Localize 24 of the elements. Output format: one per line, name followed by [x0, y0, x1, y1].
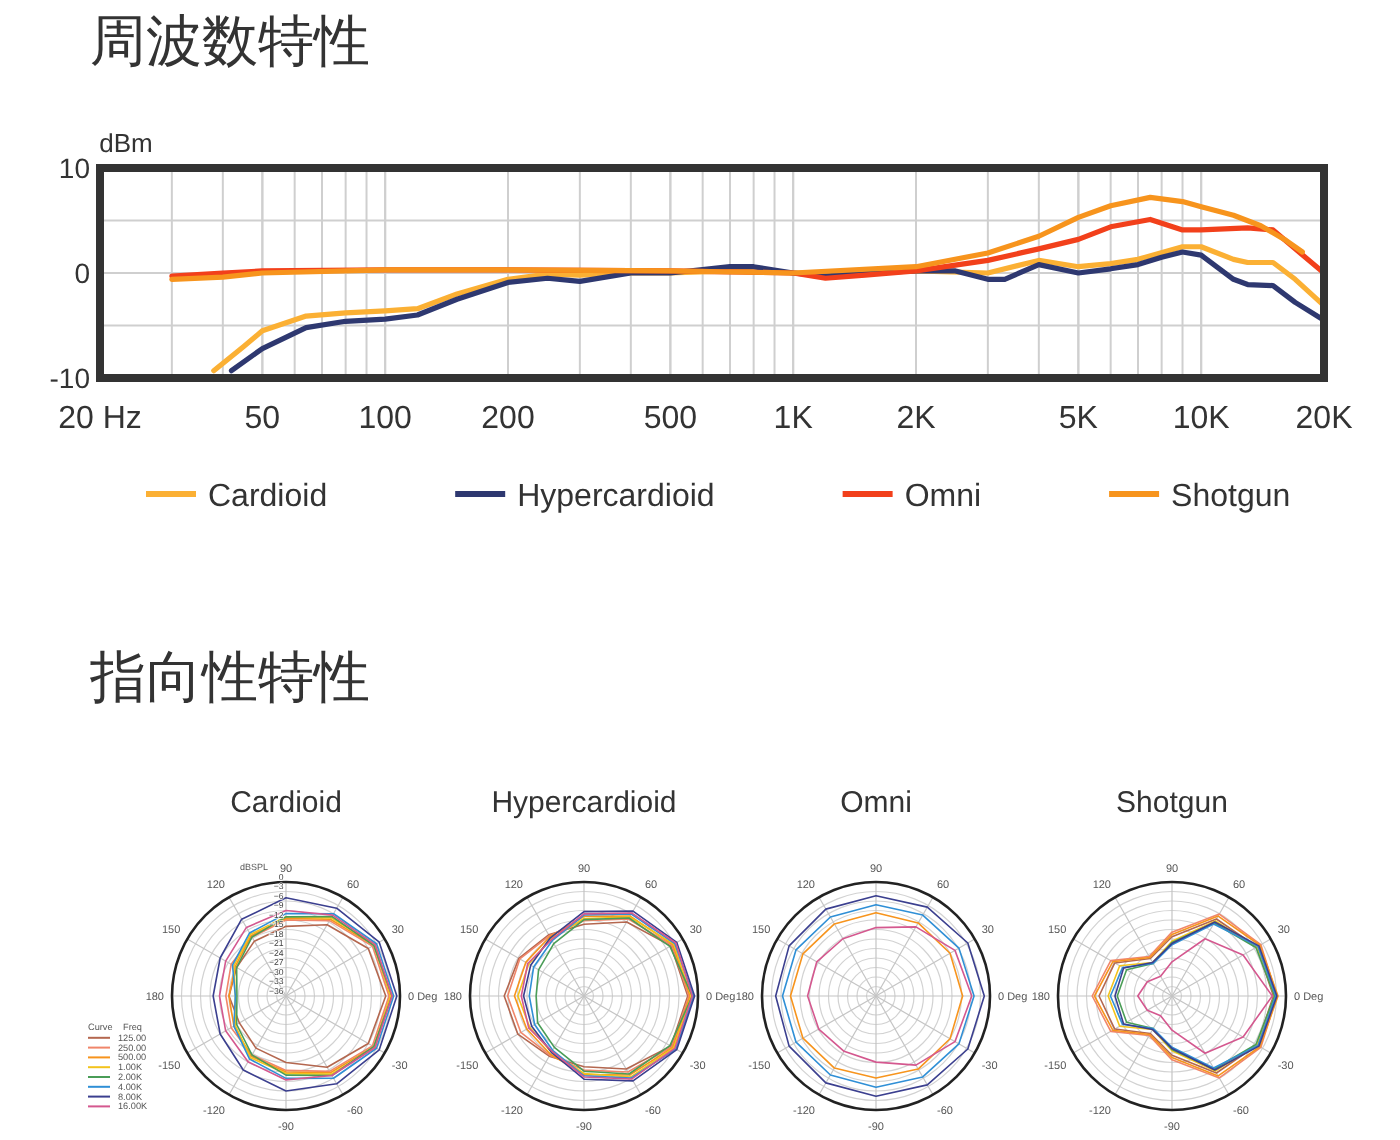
x-tick-label: 5K — [1058, 402, 1099, 436]
y-tick-label: 0 — [74, 257, 91, 289]
x-tick-label: 20K — [1295, 402, 1354, 436]
x-tick-label: 500 — [643, 402, 698, 436]
title: 周波数特性 — [90, 10, 370, 72]
x-tick-label: 10K — [1172, 402, 1231, 436]
text: 指向性特性 — [88, 646, 370, 708]
title: Omni — [840, 786, 912, 820]
title: Shotgun — [1116, 786, 1228, 820]
y-axis-title: dBm — [99, 128, 153, 158]
y-tick-label: 10 — [58, 152, 91, 184]
title: Cardioid — [230, 786, 342, 820]
legend-label: Omni — [904, 480, 982, 514]
y-tick-label: -10 — [49, 362, 91, 394]
x-tick-label: 2K — [896, 402, 937, 436]
x-tick-label: 200 — [481, 402, 535, 436]
legend-label: Cardioid — [208, 480, 328, 514]
title: Hypercardioid — [491, 786, 677, 820]
x-tick-label: 100 — [358, 402, 413, 436]
legend-label: Shotgun — [1171, 480, 1291, 514]
legend-label: Hypercardioid — [517, 480, 715, 514]
x-tick-label: 1K — [773, 402, 814, 436]
x-tick-label: 20 Hz — [58, 402, 142, 436]
x-tick-label: 50 — [244, 402, 281, 436]
